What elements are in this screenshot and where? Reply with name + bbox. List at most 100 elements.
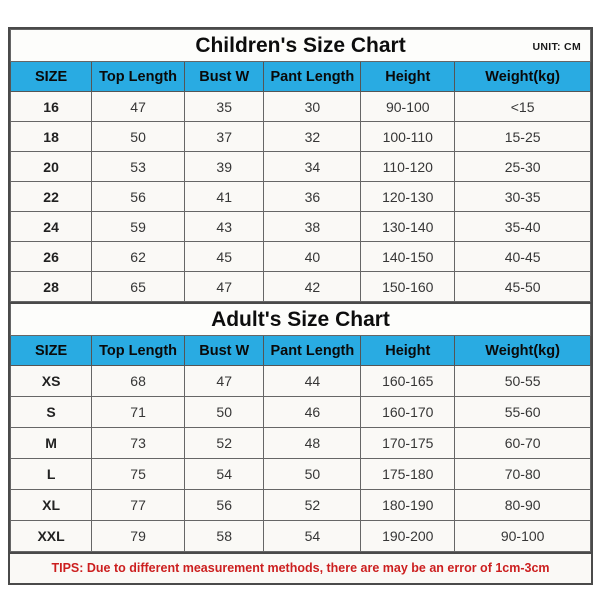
table-cell: 77 [91, 489, 185, 521]
table-cell: 140-150 [360, 241, 456, 272]
table-row: XXL 79 58 54 190-200 90-100 [9, 520, 591, 552]
table-cell: 30 [263, 91, 362, 122]
table-row: M 73 52 48 170-175 60-70 [9, 427, 591, 459]
table-cell: 53 [91, 151, 185, 182]
adult-header-row: SIZE Top Length Bust W Pant Length Height Wei… [9, 335, 591, 366]
table-cell: 52 [263, 489, 362, 521]
table-row: XS 68 47 44 160-165 50-55 [9, 365, 591, 397]
column-header: Weight(kg) [454, 61, 591, 92]
children-title-row: Children's Size Chart UNIT: CM [10, 29, 591, 62]
size-cell: XL [9, 489, 93, 521]
table-cell: 39 [183, 151, 265, 182]
table-cell: 35-40 [454, 211, 591, 242]
table-cell: 47 [183, 271, 265, 302]
table-row: 26 62 45 40 140-150 40-45 [9, 241, 591, 272]
column-header: SIZE [9, 61, 93, 92]
unit-label: UNIT: CM [532, 40, 581, 53]
column-header: Height [360, 335, 456, 366]
table-cell: 65 [91, 271, 185, 302]
column-header: Weight(kg) [454, 335, 591, 366]
table-cell: 60-70 [454, 427, 591, 459]
table-cell: 175-180 [360, 458, 456, 490]
table-cell: 54 [263, 520, 362, 552]
table-cell: 37 [183, 121, 265, 152]
table-cell: 38 [263, 211, 362, 242]
table-cell: 47 [91, 91, 185, 122]
table-row: 28 65 47 42 150-160 45-50 [9, 271, 591, 302]
table-cell: 50 [263, 458, 362, 490]
table-cell: 55-60 [454, 396, 591, 428]
table-cell: 46 [263, 396, 362, 428]
table-cell: 62 [91, 241, 185, 272]
table-cell: 75 [91, 458, 185, 490]
table-cell: 44 [263, 365, 362, 397]
table-cell: 56 [183, 489, 265, 521]
table-cell: 36 [263, 181, 362, 212]
table-row: XL 77 56 52 180-190 80-90 [9, 489, 591, 521]
size-cell: 18 [9, 121, 93, 152]
adult-title-row: Adult's Size Chart [10, 302, 591, 336]
table-cell: 40 [263, 241, 362, 272]
table-cell: 160-170 [360, 396, 456, 428]
table-row: 24 59 43 38 130-140 35-40 [9, 211, 591, 242]
table-cell: 120-130 [360, 181, 456, 212]
table-cell: 80-90 [454, 489, 591, 521]
table-cell: 170-175 [360, 427, 456, 459]
table-cell: 50 [183, 396, 265, 428]
column-header: SIZE [9, 335, 93, 366]
adult-title-cell: Adult's Size Chart [10, 302, 591, 336]
table-cell: 45 [183, 241, 265, 272]
size-cell: XXL [9, 520, 93, 552]
table-cell: 54 [183, 458, 265, 490]
table-cell: 73 [91, 427, 185, 459]
size-chart-panel: Children's Size Chart UNIT: CM SIZE Top L… [8, 27, 593, 585]
table-cell: 58 [183, 520, 265, 552]
size-cell: 22 [9, 181, 93, 212]
table-cell: 48 [263, 427, 362, 459]
column-header: Bust W [183, 335, 265, 366]
table-cell: 41 [183, 181, 265, 212]
size-cell: L [9, 458, 93, 490]
column-header: Top Length [91, 61, 185, 92]
table-row: S 71 50 46 160-170 55-60 [9, 396, 591, 428]
table-cell: 150-160 [360, 271, 456, 302]
table-cell: 50 [91, 121, 185, 152]
table-cell: 35 [183, 91, 265, 122]
size-cell: M [9, 427, 93, 459]
table-cell: 50-55 [454, 365, 591, 397]
column-header: Height [360, 61, 456, 92]
table-cell: 32 [263, 121, 362, 152]
table-cell: 90-100 [360, 91, 456, 122]
adult-table-body: XS 68 47 44 160-165 50-55 S 71 50 46 160-170 55-60 M… [9, 365, 591, 552]
column-header: Bust W [183, 61, 265, 92]
table-cell: 30-35 [454, 181, 591, 212]
adult-chart-title: Adult's Size Chart [211, 307, 390, 331]
table-row: 22 56 41 36 120-130 30-35 [9, 181, 591, 212]
table-cell: 45-50 [454, 271, 591, 302]
table-cell: 71 [91, 396, 185, 428]
table-cell: <15 [454, 91, 591, 122]
table-cell: 56 [91, 181, 185, 212]
table-cell: 43 [183, 211, 265, 242]
size-cell: 16 [9, 91, 93, 122]
size-cell: 26 [9, 241, 93, 272]
table-cell: 59 [91, 211, 185, 242]
size-cell: 28 [9, 271, 93, 302]
table-cell: 79 [91, 520, 185, 552]
table-cell: 25-30 [454, 151, 591, 182]
table-cell: 100-110 [360, 121, 456, 152]
table-cell: 52 [183, 427, 265, 459]
table-cell: 180-190 [360, 489, 456, 521]
table-row: 20 53 39 34 110-120 25-30 [9, 151, 591, 182]
table-cell: 42 [263, 271, 362, 302]
size-cell: S [9, 396, 93, 428]
column-header: Pant Length [263, 335, 362, 366]
table-cell: 68 [91, 365, 185, 397]
table-row: 16 47 35 30 90-100 <15 [9, 91, 591, 122]
children-size-table: Children's Size Chart UNIT: CM SIZE Top L… [9, 29, 591, 302]
tips-note: TIPS: Due to different measurement metho… [10, 552, 591, 583]
table-row: 18 50 37 32 100-110 15-25 [9, 121, 591, 152]
table-cell: 34 [263, 151, 362, 182]
